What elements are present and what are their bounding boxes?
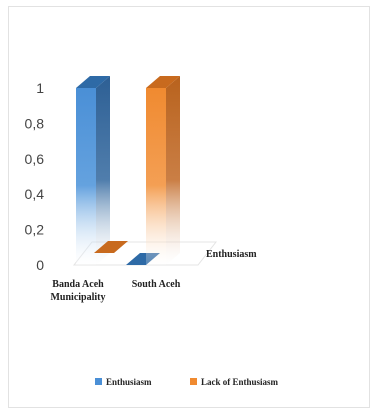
y-tick-label: 1 <box>36 80 44 96</box>
legend-item: Lack of Enthusiasm <box>190 377 279 387</box>
bar <box>146 76 180 265</box>
x-tick-label: South Aceh <box>132 279 181 290</box>
chart-frame <box>8 6 370 408</box>
legend-swatch <box>95 378 102 385</box>
y-axis-ticks: 0 0,2 0,4 0,6 0,8 1 <box>25 80 45 273</box>
y-tick-label: 0,8 <box>25 115 45 131</box>
bar <box>76 76 110 265</box>
legend: Enthusiasm Lack of Enthusiasm <box>95 377 279 387</box>
y-tick-label: 0,4 <box>25 186 45 202</box>
depth-axis-label: Enthusiasm <box>206 249 257 260</box>
y-tick-label: 0,6 <box>25 151 45 167</box>
y-tick-label: 0,2 <box>25 222 45 238</box>
x-tick-label: Banda Aceh <box>52 279 104 290</box>
x-tick-label: Municipality <box>50 292 105 303</box>
x-axis-labels: Banda Aceh Municipality South Aceh <box>50 279 180 303</box>
legend-label: Lack of Enthusiasm <box>201 377 279 387</box>
bar <box>94 241 128 253</box>
legend-item: Enthusiasm <box>95 377 152 387</box>
legend-label: Enthusiasm <box>106 377 152 387</box>
legend-swatch <box>190 378 197 385</box>
y-tick-label: 0 <box>36 257 44 273</box>
bars-layer <box>76 76 180 265</box>
